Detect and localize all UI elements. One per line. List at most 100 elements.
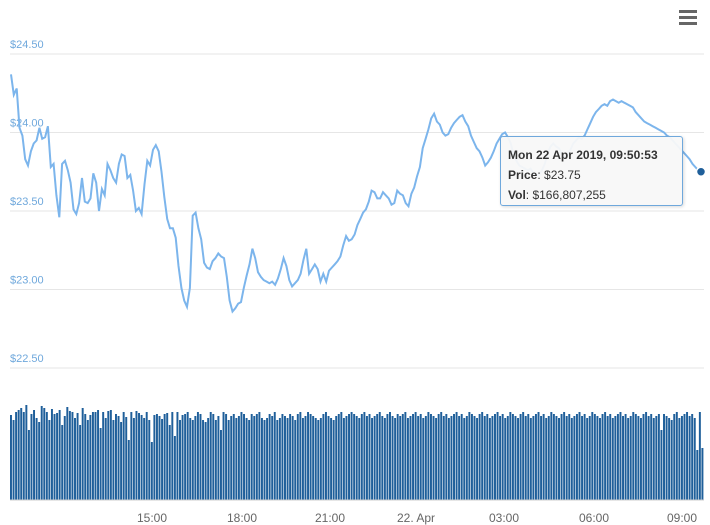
hamburger-menu-icon bbox=[679, 10, 697, 13]
volume-bar bbox=[284, 416, 286, 500]
volume-bar bbox=[573, 416, 576, 500]
volume-bar bbox=[12, 420, 15, 500]
volume-bar bbox=[225, 414, 228, 500]
volume-bar bbox=[486, 414, 489, 500]
volume-bar bbox=[353, 414, 356, 500]
volume-bar bbox=[652, 418, 655, 500]
tooltip-vol-label: Vol bbox=[508, 188, 526, 202]
volume-bar bbox=[230, 416, 233, 500]
volume-bar bbox=[148, 420, 151, 500]
volume-bar bbox=[417, 416, 420, 500]
volume-bar bbox=[524, 416, 527, 500]
volume-bar bbox=[534, 414, 537, 500]
price-y-axis-labels: $24.50$24.00$23.50$23.00$22.50 bbox=[10, 39, 44, 365]
volume-bar bbox=[404, 412, 407, 500]
volume-bar bbox=[204, 422, 207, 500]
volume-bar bbox=[81, 408, 84, 500]
volume-bars bbox=[10, 405, 704, 500]
volume-bar bbox=[578, 412, 581, 500]
volume-bar bbox=[209, 412, 212, 500]
volume-bar bbox=[570, 418, 573, 500]
volume-bar bbox=[368, 414, 371, 500]
volume-bar bbox=[378, 412, 381, 500]
x-tick-label: 06:00 bbox=[579, 511, 609, 525]
volume-bar bbox=[166, 413, 169, 500]
volume-bar bbox=[71, 412, 74, 500]
volume-bar bbox=[675, 412, 678, 500]
volume-bar bbox=[611, 418, 614, 500]
x-tick-label: 18:00 bbox=[227, 511, 257, 525]
volume-bar bbox=[668, 418, 671, 500]
tooltip-price-row: Price: $23.75 bbox=[508, 168, 581, 182]
volume-bar bbox=[491, 416, 494, 500]
volume-bar bbox=[665, 416, 668, 500]
volume-bar bbox=[107, 411, 110, 500]
volume-bar bbox=[701, 448, 704, 500]
volume-bar bbox=[468, 412, 471, 500]
volume-bar bbox=[371, 418, 374, 500]
volume-bar bbox=[17, 410, 20, 500]
volume-bar bbox=[639, 418, 642, 500]
volume-bar bbox=[445, 414, 448, 500]
volume-bar bbox=[99, 428, 102, 500]
volume-bar bbox=[686, 412, 689, 500]
price-tooltip: Mon 22 Apr 2019, 09:50:53 Price: $23.75 … bbox=[500, 136, 683, 206]
volume-bar bbox=[263, 420, 266, 500]
volume-bar bbox=[145, 412, 148, 500]
volume-bar bbox=[84, 414, 87, 500]
volume-bar bbox=[414, 412, 417, 500]
volume-bar bbox=[376, 414, 379, 500]
volume-bar bbox=[596, 416, 599, 500]
volume-bar bbox=[27, 430, 30, 500]
volume-bar bbox=[179, 420, 181, 500]
volume-bar bbox=[89, 415, 92, 500]
volume-bar bbox=[642, 414, 645, 500]
volume-bar bbox=[494, 414, 496, 500]
volume-bar bbox=[168, 425, 171, 500]
volume-bar bbox=[419, 414, 422, 500]
volume-bar bbox=[50, 409, 53, 500]
volume-bar bbox=[122, 412, 125, 500]
volume-bar bbox=[647, 416, 650, 500]
volume-bar bbox=[184, 414, 187, 500]
volume-bar bbox=[35, 418, 38, 500]
y-tick-label: $23.50 bbox=[10, 196, 44, 208]
volume-bar bbox=[450, 416, 453, 500]
volume-bar bbox=[56, 413, 59, 500]
volume-bar bbox=[324, 412, 327, 500]
time-x-axis-labels: 15:00 18:00 21:00 22. Apr 03:00 06:00 09:00 bbox=[137, 511, 697, 525]
volume-bar bbox=[501, 414, 504, 500]
volume-bar bbox=[575, 414, 578, 500]
volume-bar bbox=[363, 412, 366, 500]
volume-bar bbox=[345, 416, 348, 500]
volume-bar bbox=[504, 418, 507, 500]
volume-bar bbox=[33, 410, 36, 500]
volume-bar bbox=[542, 414, 545, 500]
volume-bar bbox=[563, 412, 566, 500]
volume-bar bbox=[473, 416, 476, 500]
volume-bar bbox=[286, 418, 289, 500]
volume-bar bbox=[604, 412, 607, 500]
volume-bar bbox=[355, 416, 358, 500]
volume-bar bbox=[478, 414, 481, 500]
chart-menu-button[interactable] bbox=[676, 7, 700, 27]
volume-bar bbox=[632, 412, 635, 500]
volume-bar bbox=[547, 416, 550, 500]
volume-bar bbox=[138, 413, 140, 500]
volume-bar bbox=[429, 414, 432, 500]
volume-bar bbox=[483, 416, 486, 500]
y-tick-label: $24.50 bbox=[10, 39, 44, 51]
y-tick-label: $22.50 bbox=[10, 353, 44, 365]
volume-bar bbox=[276, 420, 279, 500]
volume-bar bbox=[568, 414, 571, 500]
volume-bar bbox=[194, 416, 197, 500]
volume-bar bbox=[250, 414, 253, 500]
volume-bar bbox=[447, 418, 450, 500]
volume-bar bbox=[365, 416, 368, 500]
volume-bar bbox=[555, 416, 558, 500]
volume-bar bbox=[196, 412, 199, 500]
volume-bar bbox=[266, 418, 269, 500]
volume-bar bbox=[317, 420, 320, 500]
volume-bar bbox=[442, 416, 445, 500]
